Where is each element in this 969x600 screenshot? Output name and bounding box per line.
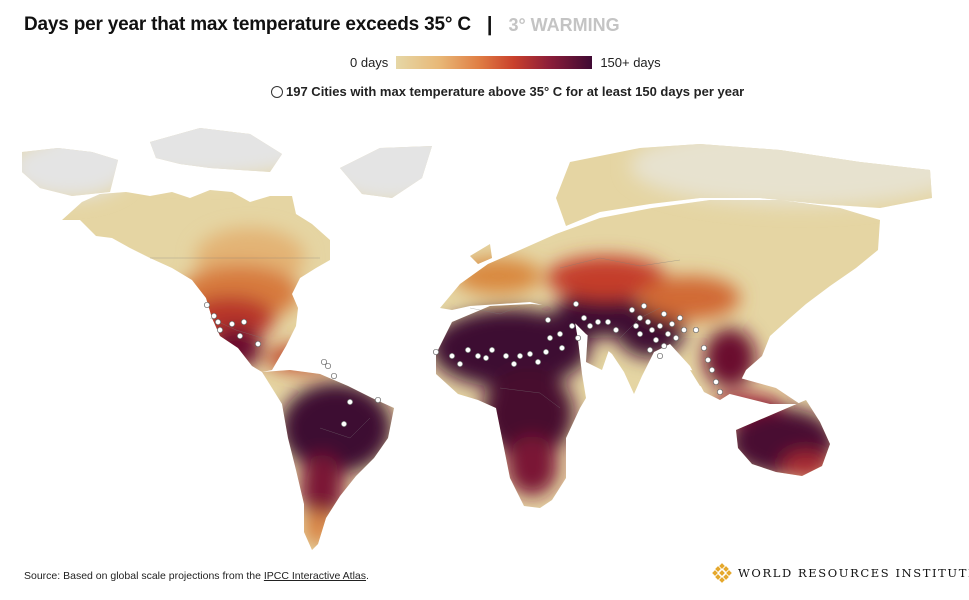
- city-marker-icon: [271, 85, 283, 98]
- cities-legend: 197 Cities with max temperature above 35…: [271, 84, 744, 99]
- world-map: [22, 128, 932, 550]
- wri-wordmark: WORLD RESOURCES INSTITUTE: [738, 566, 969, 580]
- chart-header: Days per year that max temperature excee…: [24, 12, 620, 38]
- wri-emblem-icon: [712, 563, 732, 583]
- wri-logo: WORLD RESOURCES INSTITUTE: [712, 563, 969, 583]
- source-suffix: .: [366, 570, 369, 582]
- source-note: Source: Based on global scale projection…: [24, 570, 369, 582]
- city-markers: [203, 300, 724, 428]
- source-prefix: Source: Based on global scale projection…: [24, 570, 264, 582]
- land-layer: [22, 128, 932, 550]
- legend-max-label: 150+ days: [600, 54, 661, 70]
- map-title: Days per year that max temperature excee…: [24, 14, 471, 35]
- color-legend: 0 days 150+ days: [350, 53, 661, 71]
- legend-gradient: [396, 55, 593, 69]
- scenario-label: 3° WARMING: [508, 14, 620, 35]
- cities-legend-label: 197 Cities with max temperature above 35…: [286, 84, 745, 99]
- legend-min-label: 0 days: [350, 54, 389, 70]
- ipcc-atlas-link[interactable]: IPCC Interactive Atlas: [263, 570, 367, 582]
- title-separator: |: [486, 13, 493, 36]
